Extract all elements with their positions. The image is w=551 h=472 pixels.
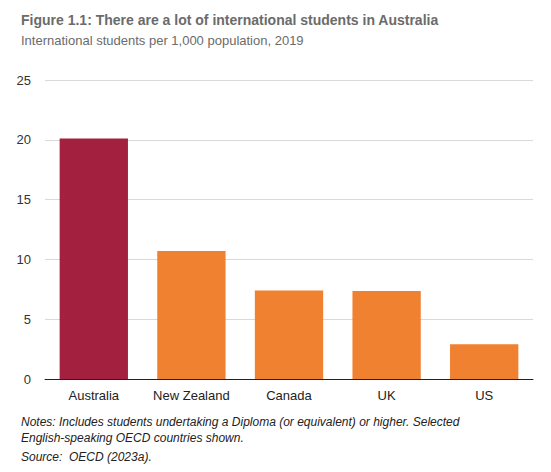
svg-text:UK: UK: [378, 388, 396, 403]
svg-text:25: 25: [17, 73, 31, 88]
svg-text:Canada: Canada: [266, 388, 312, 403]
svg-text:US: US: [475, 388, 493, 403]
svg-text:New Zealand: New Zealand: [153, 388, 230, 403]
svg-text:Australia: Australia: [69, 388, 120, 403]
svg-text:Notes: Includes students under: Notes: Includes students undertaking a D…: [21, 415, 463, 429]
svg-text:0: 0: [24, 372, 31, 387]
svg-text:Figure 1.1: There are a lot of: Figure 1.1: There are a lot of internati…: [21, 12, 438, 28]
svg-text:English-speaking OECD countrie: English-speaking OECD countries shown.: [21, 431, 244, 445]
svg-text:10: 10: [17, 252, 31, 267]
svg-text:Source: OECD (2023a).: Source: OECD (2023a).: [21, 450, 152, 464]
svg-text:International students per 1,0: International students per 1,000 populat…: [21, 33, 304, 48]
svg-text:5: 5: [24, 312, 31, 327]
svg-text:20: 20: [17, 132, 31, 147]
svg-text:15: 15: [17, 192, 31, 207]
